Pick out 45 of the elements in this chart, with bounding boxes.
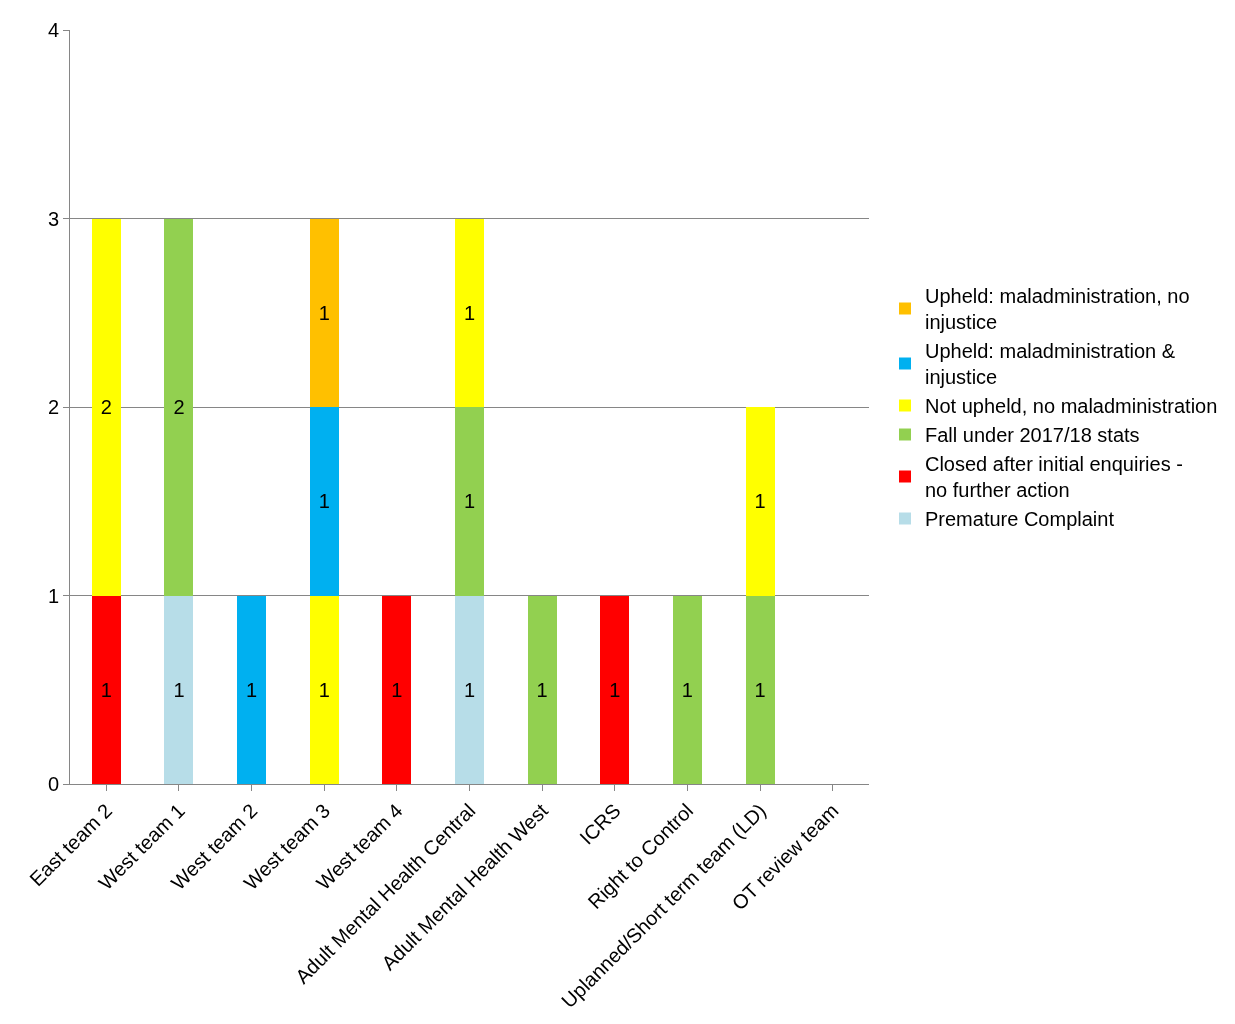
y-tick-label: 0 — [47, 773, 59, 795]
data-label: 1 — [463, 301, 476, 324]
bar — [382, 595, 412, 784]
legend-label: Fall under 2017/18 stats — [924, 424, 1140, 447]
bar — [91, 218, 121, 596]
bar — [745, 407, 775, 596]
legend-label: Closed after initial enquiries - no further action — [924, 453, 1183, 502]
bar — [309, 595, 339, 784]
data-label: 1 — [681, 678, 693, 701]
bar — [164, 218, 194, 596]
bar — [237, 595, 267, 784]
bar — [454, 595, 485, 784]
bar — [600, 595, 630, 784]
data-label: 1 — [318, 301, 330, 324]
y-tick-label: 1 — [47, 584, 59, 607]
bar — [309, 407, 339, 596]
legend-label: Not upheld, no maladministration — [924, 395, 1218, 418]
data-label: 1 — [246, 678, 258, 701]
data-label: 1 — [754, 678, 766, 701]
legend-label: Premature Complaint — [924, 508, 1115, 531]
y-tick-label: 2 — [47, 396, 59, 418]
bar — [672, 595, 702, 784]
y-tick-label: 4 — [47, 19, 59, 41]
data-label: 1 — [609, 678, 621, 701]
data-label: 2 — [100, 396, 112, 418]
data-label: 1 — [173, 678, 185, 701]
data-label: 2 — [173, 396, 185, 418]
data-label: 1 — [391, 678, 403, 701]
legend-label: Upheld: maladministration & injustice — [924, 340, 1176, 389]
data-label: 1 — [536, 678, 548, 701]
data-label: 1 — [463, 490, 476, 513]
legend-label: Upheld: maladministration, no injustice — [924, 285, 1190, 334]
data-label: 1 — [318, 490, 330, 513]
y-tick-label: 3 — [47, 207, 59, 230]
bar — [745, 595, 775, 784]
data-label: 1 — [754, 490, 766, 513]
bar — [91, 595, 121, 784]
data-label: 1 — [463, 678, 476, 701]
bar — [309, 218, 339, 407]
bar — [454, 407, 485, 596]
bar — [527, 595, 557, 784]
data-label: 1 — [100, 678, 112, 701]
data-label: 1 — [318, 678, 330, 701]
bar — [454, 218, 485, 407]
bar — [164, 595, 194, 784]
